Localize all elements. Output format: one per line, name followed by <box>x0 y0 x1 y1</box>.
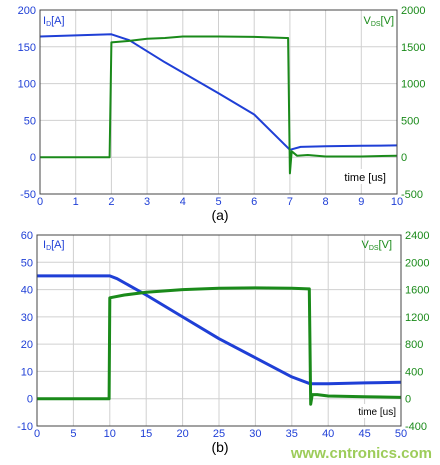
x-tick-label: 50 <box>395 428 407 440</box>
plot-frame <box>36 234 402 427</box>
y-tick-label-left: 150 <box>18 42 36 54</box>
series-group <box>37 274 402 406</box>
tick-labels: 0 5 10 15 20 25 30 35 40 45 50-100102030405060-400… <box>17 230 429 440</box>
x-axis-label: time [us] <box>344 172 386 184</box>
left-axis-label-main: I <box>43 15 46 27</box>
y-tick-label-left: 30 <box>21 312 33 324</box>
y-tick-label-right: 1500 <box>401 42 425 54</box>
x-tick-label: 10 <box>104 428 116 440</box>
y-tick-label-right: 2000 <box>401 5 425 17</box>
y-tick-label-left: 100 <box>18 79 36 91</box>
watermark: www.cntronics.com <box>290 445 432 462</box>
y-tick-label-right: 1600 <box>405 285 429 297</box>
right-axis-label-main: V <box>363 15 371 27</box>
x-tick-label: 9 <box>358 196 364 208</box>
x-tick-label: 30 <box>249 428 261 440</box>
x-tick-label: 35 <box>286 428 298 440</box>
y-tick-label-left: 40 <box>21 285 33 297</box>
y-tick-label-left: 10 <box>21 366 33 378</box>
tick-labels: 0 1 2 3 4 5 6 7 8 9 10-50050100150200-500050010001… <box>18 5 426 208</box>
x-tick-label: 5 <box>215 196 221 208</box>
series-line-id <box>37 274 402 386</box>
left-axis-label-unit: [A] <box>51 15 64 27</box>
x-tick-label: 0 <box>37 196 43 208</box>
y-tick-label-left: 50 <box>21 257 33 269</box>
x-tick-label: 1 <box>73 196 79 208</box>
panel-caption: (a) <box>211 207 228 223</box>
x-tick-label: 8 <box>323 196 329 208</box>
x-tick-label: 45 <box>358 428 370 440</box>
right-axis-label-unit: [V] <box>381 15 394 27</box>
y-tick-label-left: 60 <box>21 230 33 242</box>
series-line-id <box>39 33 398 151</box>
x-tick-label: 20 <box>176 428 188 440</box>
left-axis-label-sub: D <box>46 245 51 252</box>
series-line-vds <box>40 35 398 175</box>
y-tick-label-right: 500 <box>401 115 419 127</box>
y-tick-label-left: 0 <box>30 152 36 164</box>
left-axis-label: ID[A] <box>43 15 65 28</box>
x-tick-label: 0 <box>34 428 40 440</box>
y-tick-label-left: 200 <box>18 5 36 17</box>
chart-panel-a: 0 1 2 3 4 5 6 7 8 9 10-50050100150200-500050010001… <box>18 5 426 223</box>
grid <box>39 9 398 195</box>
x-tick-label: 15 <box>140 428 152 440</box>
x-tick-label: 5 <box>70 428 76 440</box>
series-group <box>39 33 398 175</box>
y-tick-label-right: 0 <box>401 152 407 164</box>
y-tick-label-right: 0 <box>405 394 411 406</box>
y-tick-label-left: 20 <box>21 339 33 351</box>
y-tick-label-right: -500 <box>401 189 423 201</box>
x-tick-label: 2 <box>108 196 114 208</box>
x-tick-label: 7 <box>287 196 293 208</box>
left-axis-label-sub: D <box>46 21 51 28</box>
left-axis-label-main: I <box>43 239 46 251</box>
right-axis-label-sub: DS <box>369 245 379 252</box>
y-tick-label-right: 800 <box>405 339 423 351</box>
plot-frame <box>39 9 398 195</box>
xlabel-backdrop <box>332 169 390 184</box>
y-tick-label-left: 50 <box>24 115 36 127</box>
y-tick-label-left: -10 <box>17 421 33 433</box>
right-axis-label: VDS[V] <box>361 239 392 252</box>
panel-caption: (b) <box>211 439 228 455</box>
y-tick-label-right: 2400 <box>405 230 429 242</box>
x-tick-label: 25 <box>213 428 225 440</box>
chart-panel-b: 0 5 10 15 20 25 30 35 40 45 50-100102030405060-400… <box>17 230 429 455</box>
x-tick-label: 40 <box>322 428 334 440</box>
right-axis-label-main: V <box>361 239 369 251</box>
y-tick-label-left: -50 <box>20 189 36 201</box>
left-axis-label: ID[A] <box>43 239 65 252</box>
series-line-vds <box>37 286 402 406</box>
x-axis-label: time [us] <box>358 407 396 418</box>
x-tick-label: 4 <box>180 196 186 208</box>
right-axis-label-unit: [V] <box>379 239 392 251</box>
right-axis-label-sub: DS <box>371 21 381 28</box>
x-tick-label: 6 <box>251 196 257 208</box>
x-tick-label: 3 <box>144 196 150 208</box>
y-tick-label-right: 2000 <box>405 257 429 269</box>
y-tick-label-right: 1000 <box>401 79 425 91</box>
right-axis-label: VDS[V] <box>363 15 394 28</box>
y-tick-label-right: 1200 <box>405 312 429 324</box>
y-tick-label-right: 400 <box>405 366 423 378</box>
y-tick-label-left: 0 <box>27 394 33 406</box>
left-axis-label-unit: [A] <box>51 239 64 251</box>
xlabel-backdrop <box>348 404 398 418</box>
y-tick-label-right: -400 <box>405 421 427 433</box>
x-tick-label: 10 <box>391 196 403 208</box>
